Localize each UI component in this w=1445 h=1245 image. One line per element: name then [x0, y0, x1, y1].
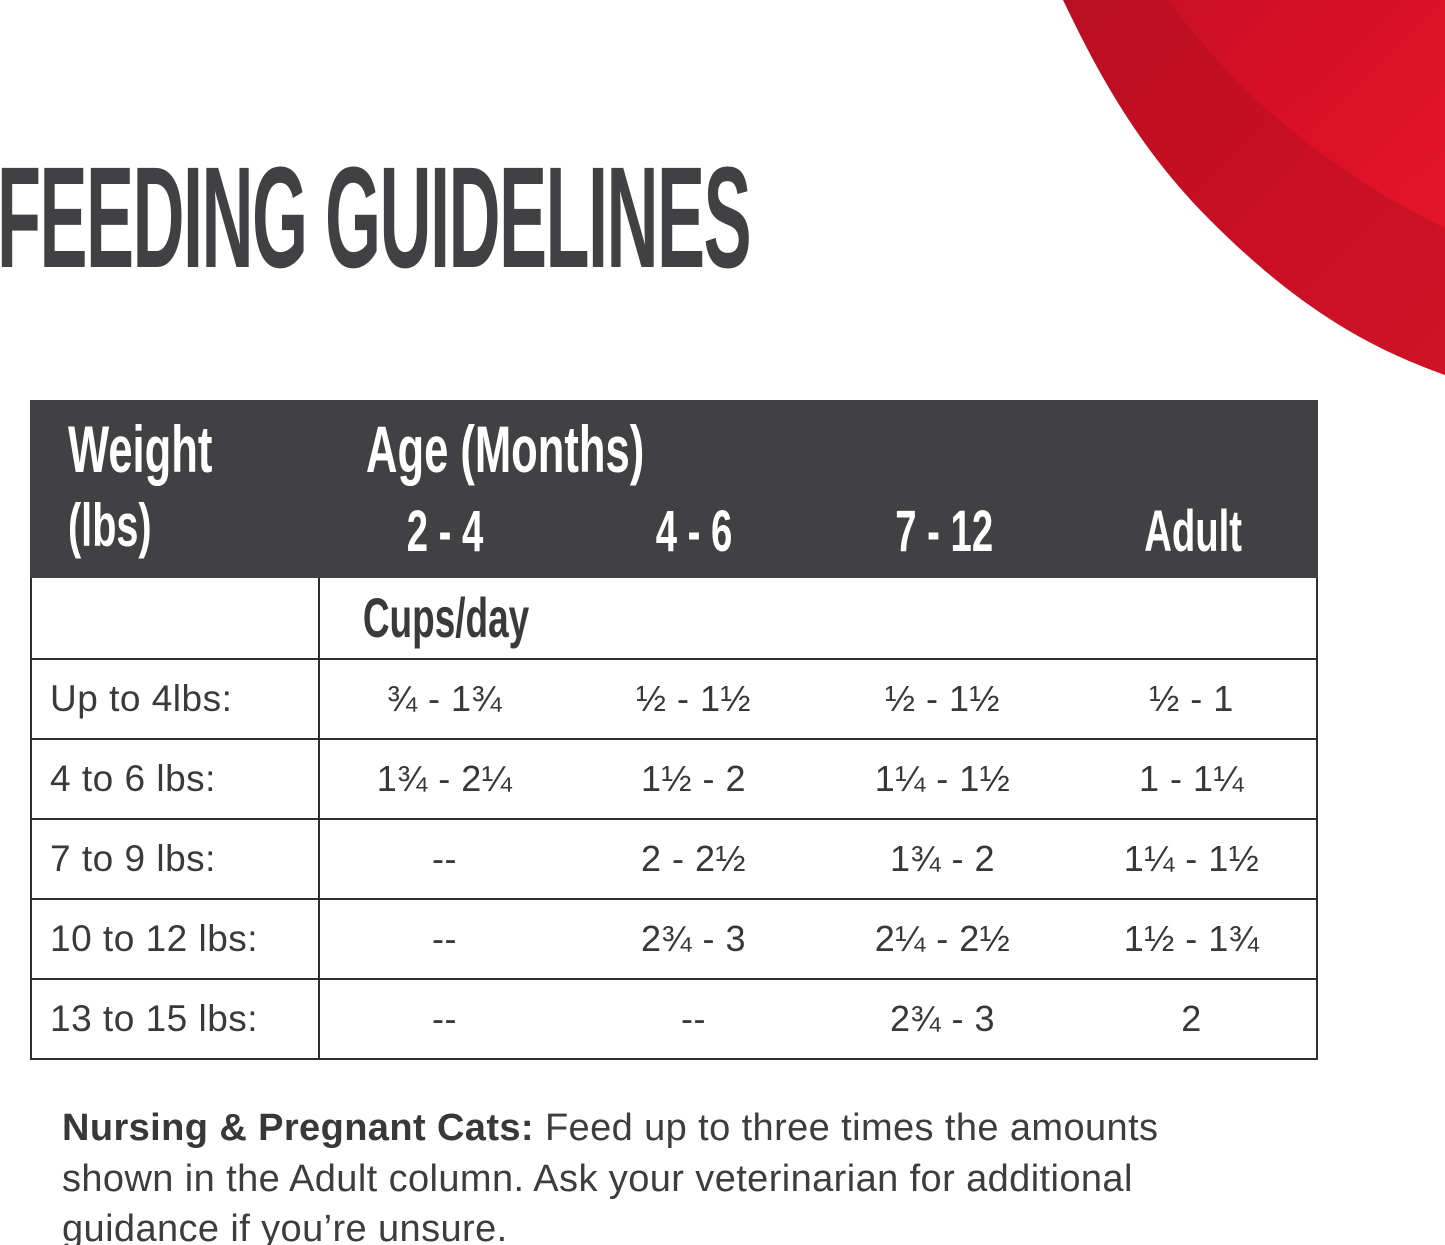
weight-header-label: Weight: [68, 412, 213, 486]
table-row-7-to-9lbs: 7 to 9 lbs: -- 2 - 2½ 1¾ - 2 1¼ - 1½: [32, 818, 1316, 898]
value-cell: 1¾ - 2: [889, 838, 996, 879]
weight-cell: 10 to 12 lbs:: [32, 900, 320, 978]
page-title: FEEDING GUIDELINES: [0, 137, 752, 298]
value-cell: --: [432, 918, 457, 959]
value-cell: 2¾ - 3: [640, 918, 747, 959]
value-cell: 1¼ - 1½: [874, 758, 1011, 799]
value-cell: ½ - 1: [1149, 678, 1234, 719]
table-row-up-to-4lbs: Up to 4lbs: ¾ - 1¾ ½ - 1½ ½ - 1½ ½ - 1: [32, 658, 1316, 738]
value-cell: --: [681, 998, 706, 1039]
nursing-pregnant-note: Nursing & Pregnant Cats: Feed up to thre…: [62, 1103, 1402, 1245]
weight-units-label: (lbs): [68, 492, 152, 559]
value-cell: 1¼ - 1½: [1123, 838, 1260, 879]
age-columns-row: 2 - 4 4 - 6 7 - 12 Adult: [30, 492, 1318, 572]
age-column-label-7-12: 7 - 12: [894, 499, 993, 564]
weight-cell: 4 to 6 lbs:: [32, 740, 320, 818]
age-header-label: Age (Months): [366, 412, 645, 486]
value-cell: 2 - 2½: [640, 838, 747, 879]
value-cell: 1½ - 2: [640, 758, 747, 799]
value-cell: 1 - 1¼: [1138, 758, 1245, 799]
value-cell: ½ - 1½: [884, 678, 1001, 719]
table-row-4-to-6lbs: 4 to 6 lbs: 1¾ - 2¼ 1½ - 2 1¼ - 1½ 1 - 1…: [32, 738, 1316, 818]
value-cell: 2¾ - 3: [889, 998, 996, 1039]
weight-cell: Up to 4lbs:: [32, 660, 320, 738]
note-line2: shown in the Adult column. Ask your vete…: [62, 1157, 1133, 1200]
value-cell: 2: [1181, 998, 1202, 1039]
value-cell: 1½ - 1¾: [1123, 918, 1260, 959]
value-cell: --: [432, 998, 457, 1039]
value-cell: 2¼ - 2½: [874, 918, 1011, 959]
value-cell: --: [432, 838, 457, 879]
table-row-13-to-15lbs: 13 to 15 lbs: -- -- 2¾ - 3 2: [32, 978, 1316, 1058]
value-cell: ½ - 1½: [635, 678, 752, 719]
age-column-label-4-6: 4 - 6: [655, 499, 733, 564]
feeding-table: Weight (lbs) Age (Months) 2 - 4 4 - 6 7 …: [30, 400, 1318, 1060]
table-header: Weight (lbs) Age (Months) 2 - 4 4 - 6 7 …: [30, 400, 1318, 578]
age-column-label-2-4: 2 - 4: [406, 499, 484, 564]
table-row-10-to-12lbs: 10 to 12 lbs: -- 2¾ - 3 2¼ - 2½ 1½ - 1¾: [32, 898, 1316, 978]
note-line3: guidance if you’re unsure.: [62, 1208, 508, 1245]
weight-cell: 13 to 15 lbs:: [32, 980, 320, 1058]
cups-per-day-label: Cups/day: [362, 586, 530, 649]
table-body: Cups/day Up to 4lbs: ¾ - 1¾ ½ - 1½ ½ - 1…: [30, 578, 1318, 1060]
weight-cell: 7 to 9 lbs:: [32, 820, 320, 898]
age-column-label-adult: Adult: [1144, 499, 1243, 564]
units-row: Cups/day: [32, 578, 1316, 658]
note-line1-rest: Feed up to three times the amounts: [533, 1107, 1159, 1149]
value-cell: ¾ - 1¾: [386, 678, 503, 719]
empty-cell: [32, 578, 320, 658]
note-lead: Nursing & Pregnant Cats:: [62, 1107, 534, 1149]
value-cell: 1¾ - 2¼: [376, 758, 513, 799]
